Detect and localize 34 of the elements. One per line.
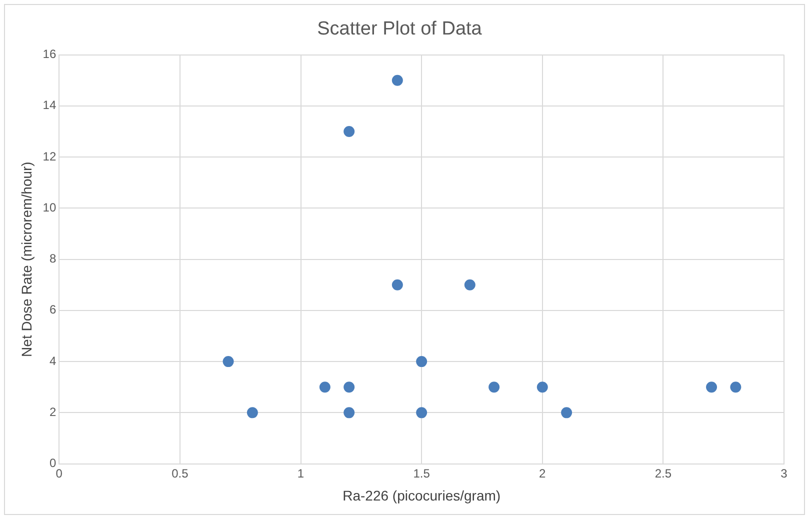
y-tick-label: 6	[49, 302, 56, 317]
y-tick-label: 10	[42, 200, 56, 214]
point	[536, 382, 548, 393]
x-tick-label: 1	[297, 466, 304, 480]
point	[344, 382, 355, 393]
y-tick-label: 0	[49, 456, 56, 470]
y-tick-label: 14	[42, 98, 56, 112]
y-tick-label: 2	[49, 404, 56, 419]
point	[561, 407, 572, 418]
y-tick-label: 12	[42, 149, 56, 164]
point	[706, 382, 718, 393]
point	[416, 407, 428, 418]
point	[392, 279, 403, 290]
point	[416, 356, 428, 368]
x-tick-label: 1.5	[413, 466, 430, 480]
point	[464, 279, 476, 290]
chart-title: Scatter Plot of Data	[317, 18, 482, 40]
point	[222, 356, 234, 368]
y-tick-label: 8	[49, 252, 56, 266]
x-tick-label: 2.5	[654, 466, 672, 480]
point	[344, 407, 355, 418]
y-tick-label: 16	[42, 47, 56, 62]
point	[246, 407, 258, 418]
point	[392, 74, 403, 86]
point	[344, 126, 355, 137]
point	[730, 382, 742, 393]
point	[319, 382, 330, 393]
x-tick-label: 3	[780, 466, 788, 480]
y-tick-label: 4	[49, 354, 56, 368]
y-axis-title: Net Dose Rate (microrem/hour)	[18, 162, 34, 357]
x-axis-title: Ra-226 (picocuries/gram)	[342, 487, 501, 504]
x-tick-label: 0.5	[172, 466, 189, 480]
x-tick-label: 2	[539, 466, 546, 480]
point	[488, 382, 500, 393]
